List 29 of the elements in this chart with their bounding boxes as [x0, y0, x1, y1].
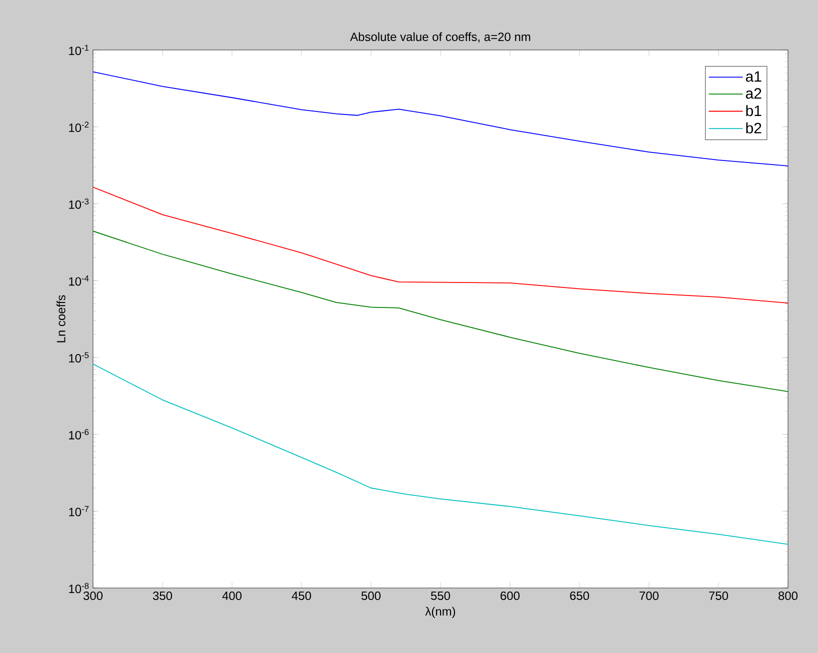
line-series — [93, 364, 788, 545]
legend-label: a1 — [746, 71, 762, 82]
y-tick-label: 10$^{-6}$ — [69, 429, 89, 440]
chart-title: Absolute value of coeffs, a=20 nm — [350, 32, 530, 42]
y-tick-label: 10$^{-3}$ — [69, 198, 89, 209]
x-tick-label: 800 — [778, 592, 798, 600]
x-tick-label: 350 — [152, 592, 172, 600]
x-tick-label: 700 — [640, 592, 659, 600]
line-series — [93, 186, 788, 304]
y-axis-title: Ln coeffs — [56, 295, 66, 342]
x-tick-label: 550 — [430, 592, 450, 600]
x-tick-label: 450 — [292, 592, 312, 600]
y-tick-label: 10$^{-5}$ — [69, 352, 89, 363]
x-tick-label: 600 — [500, 592, 520, 600]
y-tick-label: 10$^{-4}$ — [69, 275, 89, 286]
y-tick-label: 10$^{-2}$ — [69, 122, 89, 132]
legend-label: b1 — [746, 105, 762, 116]
x-axis-title: λ(nm) — [425, 606, 456, 618]
y-tick-label: 10$^{-7}$ — [69, 506, 89, 516]
y-tick-label: 10$^{-1}$ — [69, 44, 89, 56]
x-tick-label: 300 — [83, 592, 103, 600]
x-tick-label: 400 — [222, 592, 242, 600]
x-tick-label: 650 — [570, 592, 590, 600]
line-series — [93, 230, 788, 392]
x-tick-label: 500 — [361, 592, 381, 600]
line-series — [93, 71, 788, 166]
x-tick-label: 750 — [709, 592, 728, 600]
legend-label: a2 — [746, 88, 762, 99]
legend-label: b2 — [746, 122, 762, 134]
